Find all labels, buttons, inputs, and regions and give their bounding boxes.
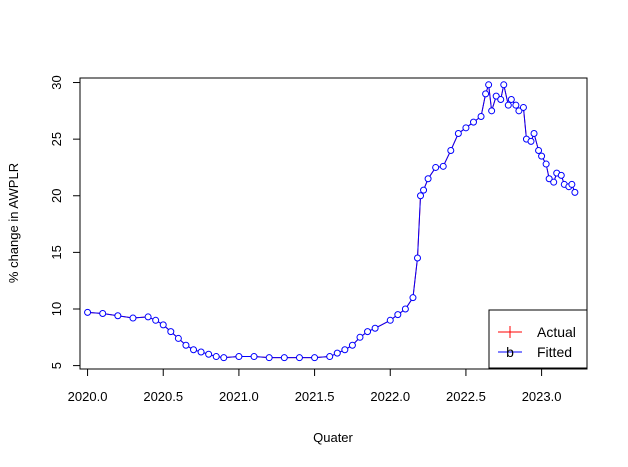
fitted-data-point: [538, 152, 546, 160]
fitted-data-point: [447, 146, 455, 154]
y-tick-label: 30: [49, 75, 64, 89]
fitted-data-point: [341, 346, 349, 354]
fitted-data-point: [212, 353, 220, 361]
fitted-data-point: [507, 96, 515, 104]
fitted-data-point: [174, 334, 182, 342]
x-tick-label: 2022.0: [370, 389, 410, 404]
legend-box: [488, 309, 588, 369]
y-axis-title: % change in AWPLR: [6, 163, 21, 283]
fitted-data-point: [386, 316, 394, 324]
fitted-data-point: [492, 92, 500, 100]
legend-fitted-glyph: b: [506, 344, 514, 360]
fitted-data-point: [454, 129, 462, 137]
fitted-data-point: [424, 175, 432, 183]
fitted-data-point: [235, 353, 243, 361]
fitted-data-point: [250, 353, 258, 361]
fitted-data-point: [571, 188, 579, 196]
fitted-data-point: [295, 354, 303, 362]
fitted-data-point: [265, 354, 273, 362]
fitted-data-point: [129, 314, 137, 322]
x-tick-label: 2020.5: [143, 389, 183, 404]
fitted-data-point: [114, 312, 122, 320]
fitted-data-point: [205, 350, 213, 358]
fitted-data-point: [417, 192, 425, 200]
fitted-data-point: [568, 180, 576, 188]
x-tick-label: 2021.0: [219, 389, 259, 404]
fitted-data-point: [371, 324, 379, 332]
fitted-data-point: [420, 186, 428, 194]
x-tick-label: 2020.0: [68, 389, 108, 404]
fitted-data-point: [477, 112, 485, 120]
y-axis: 5 10 15 20 25 30: [49, 75, 81, 369]
fitted-data-point: [535, 146, 543, 154]
fitted-data-point: [348, 341, 356, 349]
fitted-data-point: [167, 328, 175, 336]
fitted-data-point: [527, 137, 535, 145]
x-axis: 2020.0 2020.5 2021.0 2021.5 2022.0 2022.5 2023…: [68, 368, 562, 404]
fitted-data-point: [432, 163, 440, 171]
fitted-data-point: [99, 310, 107, 318]
fitted-data-point: [557, 171, 565, 179]
fitted-data-point: [152, 316, 160, 324]
legend-fitted-label: Fitted: [537, 344, 572, 360]
fitted-data-point: [519, 103, 527, 111]
fitted-data-point: [182, 341, 190, 349]
fitted-data-point: [190, 346, 198, 354]
y-tick-label: 25: [49, 132, 64, 146]
series-layer: [84, 81, 579, 362]
fitted-data-point: [220, 354, 228, 362]
x-tick-label: 2021.5: [295, 389, 335, 404]
fitted-data-point: [401, 305, 409, 313]
fitted-data-point: [530, 129, 538, 137]
fitted-data-point: [462, 124, 470, 132]
x-tick-label: 2022.5: [446, 389, 486, 404]
fitted-data-point: [197, 348, 205, 356]
y-tick-label: 20: [49, 189, 64, 203]
fitted-data-point: [545, 175, 553, 183]
fitted-data-point: [439, 162, 447, 170]
x-axis-title: Quater: [313, 430, 353, 445]
legend-actual-label: Actual: [537, 324, 576, 340]
fitted-data-point: [550, 178, 558, 186]
fitted-data-point: [356, 333, 364, 341]
fitted-data-point: [515, 107, 523, 115]
y-tick-label: 10: [49, 302, 64, 316]
fitted-data-point: [485, 81, 493, 89]
fitted-data-point: [469, 118, 477, 126]
fitted-data-point: [311, 354, 319, 362]
x-tick-label: 2023.0: [522, 389, 562, 404]
fitted-data-point: [364, 328, 372, 336]
fitted-data-point: [394, 311, 402, 319]
legend: Actual b Fitted: [488, 309, 588, 369]
fitted-data-point: [542, 160, 550, 168]
fitted-data-point: [333, 349, 341, 357]
fitted-data-point: [500, 81, 508, 89]
fitted-data-point: [409, 294, 417, 302]
fitted-data-point: [512, 101, 520, 109]
fitted-data-point: [144, 313, 152, 321]
fitted-data-point: [504, 101, 512, 109]
fitted-data-point: [84, 308, 92, 316]
fitted-data-point: [280, 354, 288, 362]
fitted-data-point: [488, 107, 496, 115]
fitted-data-point: [413, 254, 421, 262]
fitted-data-point: [159, 321, 167, 329]
fitted-data-point: [482, 90, 490, 98]
fitted-data-point: [497, 96, 505, 104]
fitted-data-point: [326, 353, 334, 361]
y-tick-label: 15: [49, 245, 64, 259]
y-tick-label: 5: [49, 362, 64, 369]
